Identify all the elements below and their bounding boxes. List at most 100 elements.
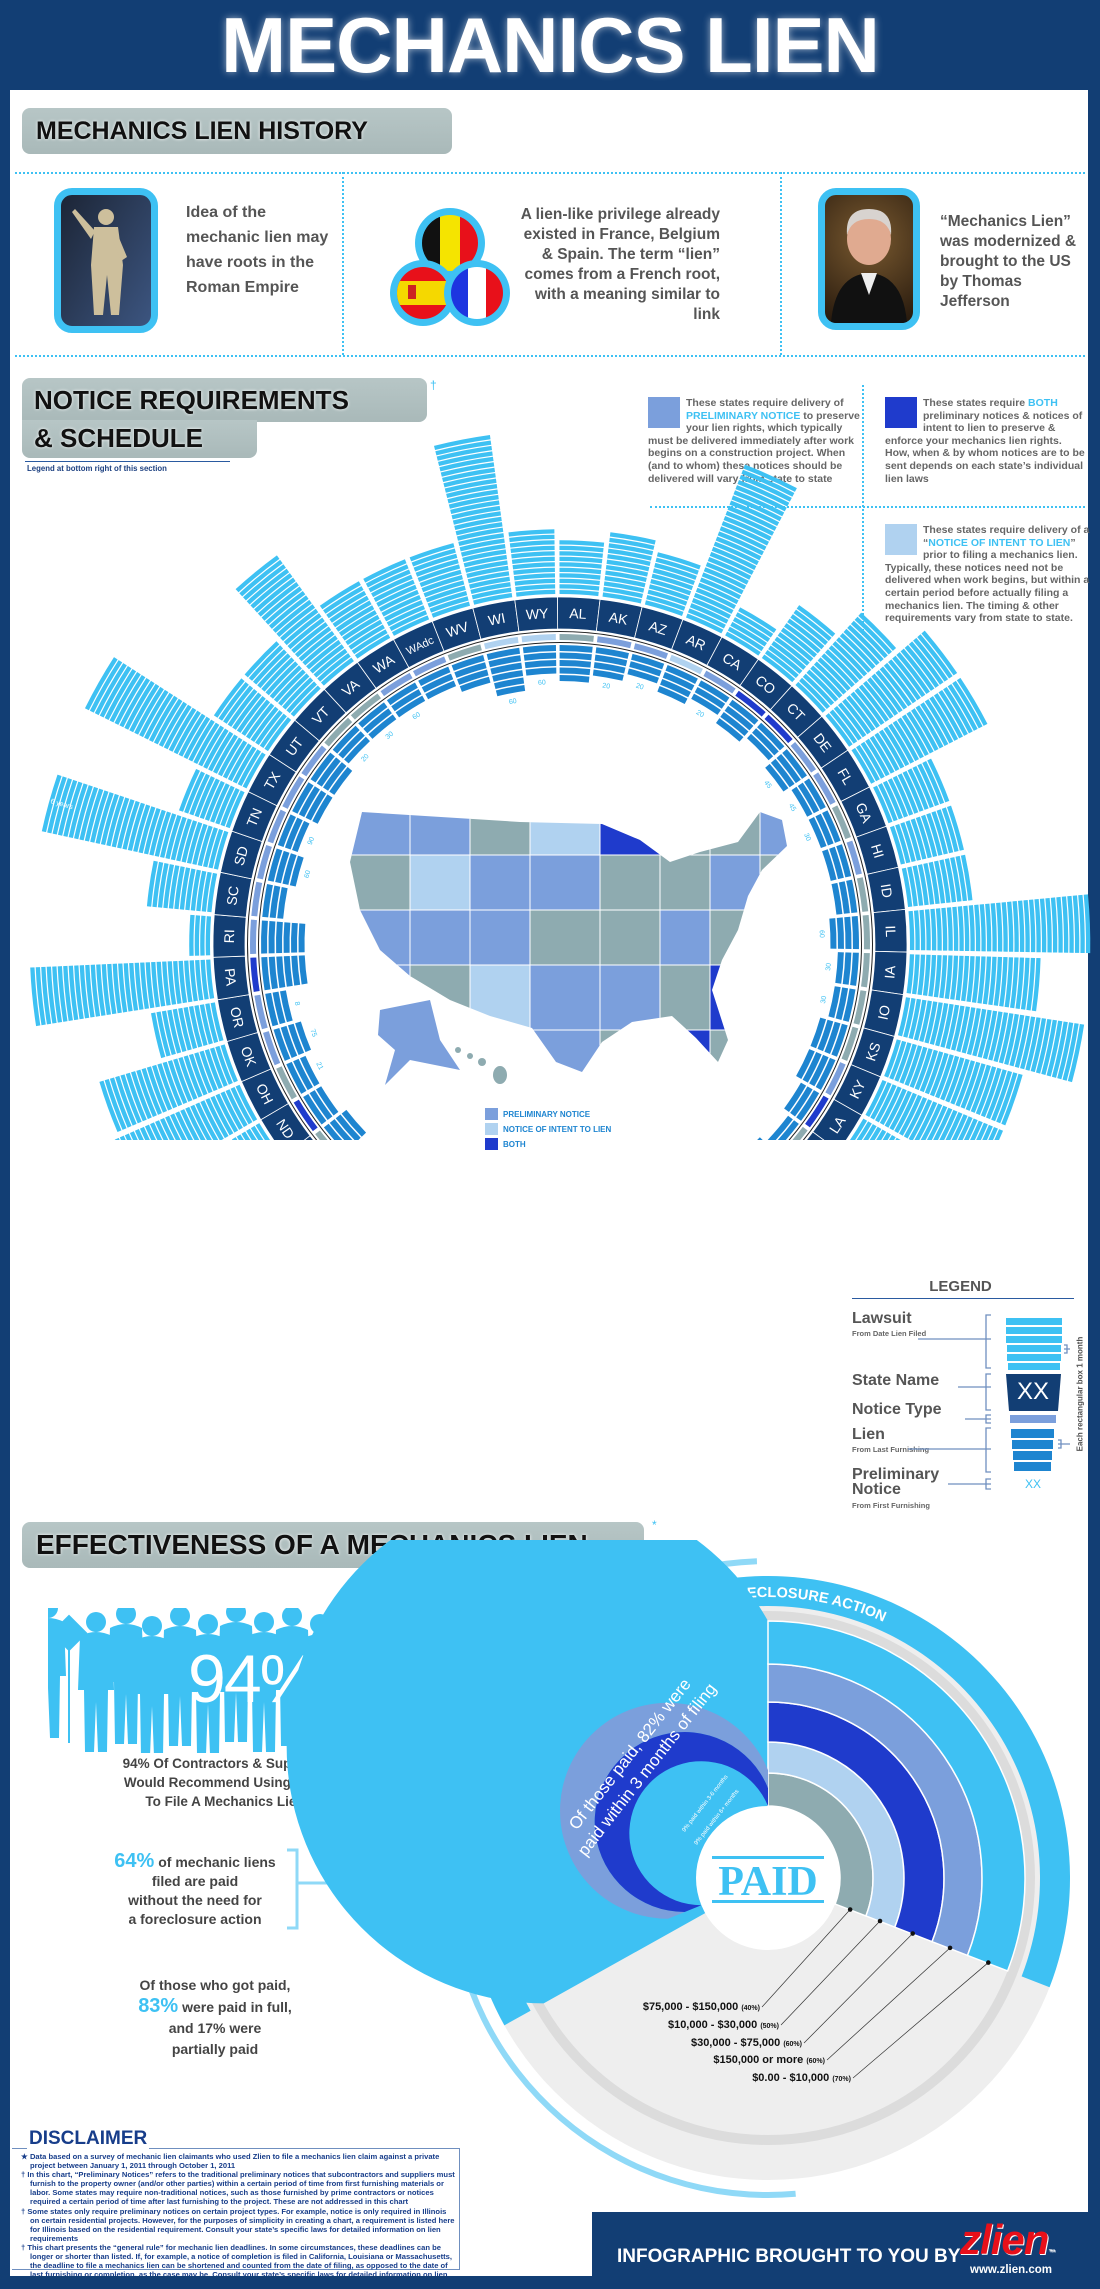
lawsuit-month-box — [149, 809, 166, 856]
lawsuit-month-box — [131, 1071, 152, 1120]
lawsuit-month-box — [172, 1008, 187, 1053]
lawsuit-month-box — [1030, 1018, 1047, 1073]
lien-month-box — [286, 1061, 307, 1094]
lawsuit-month-box — [963, 1118, 978, 1140]
lawsuit-month-box — [210, 1002, 224, 1042]
lien-month-box — [791, 786, 813, 817]
lawsuit-month-box — [817, 657, 851, 691]
lawsuit-month-box — [194, 776, 215, 818]
lawsuit-month-box — [368, 569, 411, 593]
lawsuit-month-box — [939, 859, 951, 903]
lawsuit-month-box — [100, 793, 119, 846]
lien-month-box — [594, 654, 628, 667]
lawsuit-month-box — [323, 586, 364, 614]
lawsuit-month-box — [901, 714, 929, 757]
state-name-label: AK — [608, 609, 630, 628]
lawsuit-month-box — [213, 830, 229, 870]
notice-type-strip — [841, 1026, 859, 1061]
lawsuit-month-box — [711, 546, 757, 570]
lawsuit-month-box — [165, 1115, 181, 1140]
lawsuit-month-box — [839, 633, 876, 670]
lien-month-box — [809, 1054, 829, 1087]
lawsuit-month-box — [179, 867, 191, 910]
lawsuit-month-box — [140, 962, 150, 1010]
lawsuit-month-box — [144, 692, 174, 740]
lawsuit-month-box — [905, 820, 922, 861]
lawsuit-month-box — [705, 562, 749, 585]
lawsuit-month-box — [242, 752, 266, 789]
state-shape — [469, 1029, 531, 1072]
lawsuit-month-box — [941, 807, 959, 852]
lawsuit-month-box — [685, 613, 724, 634]
lawsuit-month-box — [919, 909, 926, 951]
lawsuit-month-box — [286, 681, 317, 714]
lawsuit-month-box — [225, 1089, 248, 1128]
lien-month-box — [784, 1082, 807, 1113]
lawsuit-month-box — [991, 1070, 1013, 1122]
lawsuit-month-box — [695, 587, 737, 610]
history-text-europe: A lien-like privilege already existed in… — [520, 206, 720, 323]
lien-month-box — [525, 667, 557, 676]
lien-month-box — [765, 763, 789, 792]
lawsuit-month-box — [342, 614, 380, 641]
lien-month-box — [757, 1137, 763, 1140]
lawsuit-month-box — [185, 868, 196, 911]
lawsuit-month-box — [735, 612, 774, 638]
lawsuit-month-box — [829, 709, 858, 744]
lawsuit-month-box — [850, 620, 888, 659]
lawsuit-month-box — [865, 738, 890, 777]
zlien-url[interactable]: www.zlien.com — [970, 2264, 1053, 2276]
lawsuit-month-box — [609, 532, 656, 545]
zlien-logo[interactable]: zlien™ — [960, 2216, 1055, 2263]
lien-month-box — [595, 647, 629, 659]
lien-month-box — [323, 1123, 343, 1140]
divider — [862, 385, 864, 635]
lawsuit-month-box — [438, 451, 493, 467]
notice-block-both: These states require BOTH preliminary no… — [885, 397, 1085, 485]
lawsuit-month-box — [63, 781, 83, 837]
lawsuit-month-box — [160, 1117, 175, 1140]
stat-64: 64% of mechanic liens filed are paid with… — [114, 1850, 276, 1927]
lawsuit-month-box — [604, 575, 646, 588]
lawsuit-month-box — [899, 1043, 917, 1084]
lawsuit-month-box — [255, 1123, 271, 1140]
lawsuit-month-box — [836, 637, 872, 673]
lawsuit-month-box — [721, 521, 770, 546]
legend-notice-strip — [1010, 1415, 1056, 1423]
lawsuit-month-box — [109, 1077, 132, 1128]
lawsuit-month-box — [887, 778, 909, 818]
lien-month-box — [770, 758, 795, 788]
lien-month-box — [694, 686, 726, 709]
lawsuit-month-box — [165, 814, 182, 860]
lawsuit-month-box — [1061, 896, 1069, 953]
preliminary-notice-days: 20 — [360, 753, 371, 764]
lawsuit-month-box — [882, 1132, 891, 1140]
lawsuit-month-box — [1078, 894, 1085, 954]
paid-donut-chart: 64% OF MECHANIC LIENS FILED ARE PAID WIT… — [286, 1540, 1070, 2198]
legend-title: LEGEND — [929, 1278, 992, 1295]
lawsuit-month-box — [290, 685, 321, 717]
lawsuit-month-box — [559, 578, 600, 586]
lien-month-box — [494, 677, 525, 690]
lawsuit-month-box — [727, 505, 777, 531]
lien-month-box — [724, 705, 754, 731]
chart-legend: LEGEND Lawsuit From Date Lien Filed State… — [848, 1278, 1088, 1513]
lawsuit-month-box — [725, 510, 775, 536]
lawsuit-month-box — [956, 677, 988, 726]
lawsuit-month-box — [225, 790, 245, 829]
alaska-shape — [378, 1000, 460, 1085]
lawsuit-month-box — [927, 758, 950, 803]
lawsuit-month-box — [1010, 957, 1019, 1009]
lawsuit-month-box — [998, 1013, 1014, 1064]
lawsuit-month-box — [129, 962, 139, 1011]
lawsuit-month-box — [901, 867, 913, 907]
lien-month-box — [835, 987, 849, 1020]
lawsuit-month-box — [655, 557, 699, 575]
lawsuit-month-box — [1020, 1016, 1036, 1070]
lawsuit-month-box — [188, 1006, 203, 1048]
lawsuit-month-box — [982, 1010, 998, 1060]
lawsuit-month-box — [651, 573, 694, 591]
lawsuit-month-box — [924, 1001, 938, 1044]
star-mark: * — [652, 1518, 657, 1532]
